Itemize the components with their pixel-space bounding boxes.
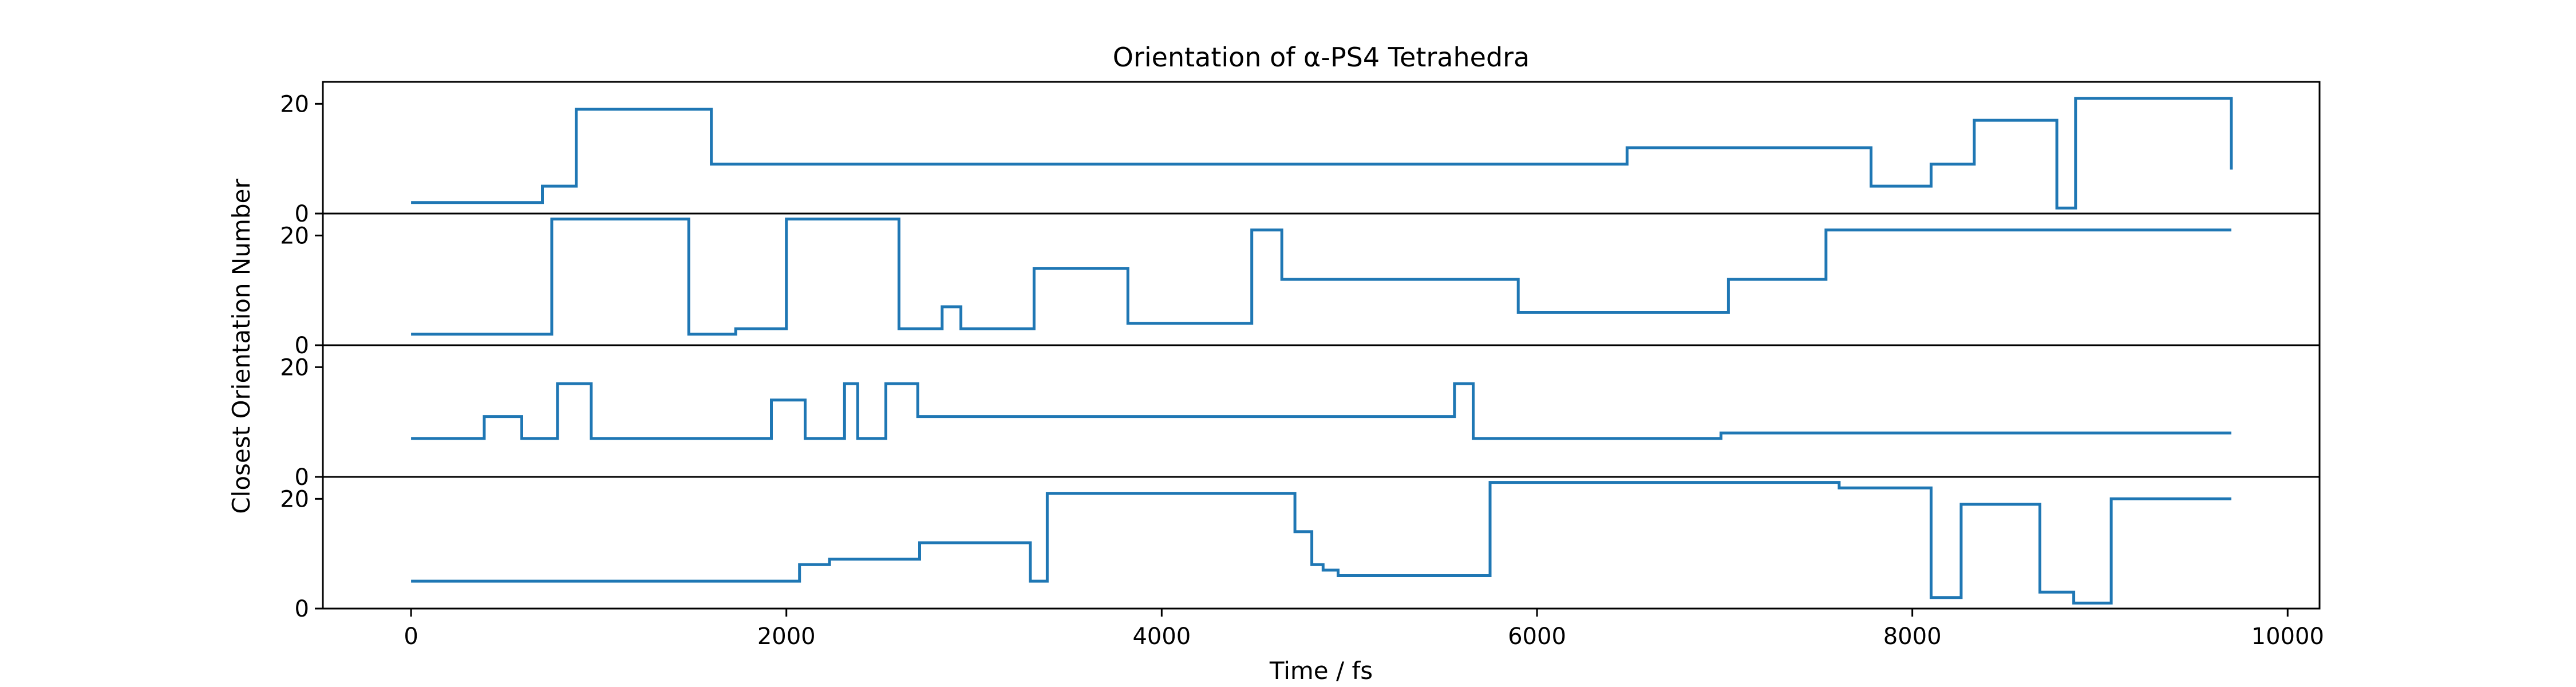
panel-4: 0 20 [280, 476, 2321, 622]
series-line-1 [411, 97, 2233, 210]
y-tick-label-3-0: 0 [295, 464, 309, 491]
panel-frame-1 [322, 81, 2321, 215]
y-tick-label-4-20: 20 [280, 486, 309, 512]
panel-frame-3 [322, 344, 2321, 478]
y-tick-label-2-0: 0 [295, 333, 309, 359]
y-axis-label: Closest Orientation Number [227, 179, 255, 514]
y-tick-label-4-0: 0 [295, 596, 309, 622]
x-tick-label-6000: 6000 [1508, 623, 1566, 650]
x-tick-label-2000: 2000 [757, 623, 816, 650]
y-tick-label-1-20: 20 [280, 91, 309, 117]
panel-2: 0 20 [280, 212, 2321, 359]
x-axis: 0 2000 4000 6000 8000 10000 [404, 609, 2324, 650]
x-tick-label-0: 0 [404, 623, 418, 650]
x-axis-label: Time / fs [1269, 657, 1373, 685]
y-tick-label-1-0: 0 [295, 201, 309, 227]
x-tick-label-10000: 10000 [2251, 623, 2324, 650]
x-tick-label-8000: 8000 [1883, 623, 1942, 650]
panel-frame-4 [322, 476, 2321, 610]
panel-3: 0 20 [280, 344, 2321, 491]
series-line-4 [411, 481, 2231, 605]
series-line-3 [411, 382, 2231, 440]
x-tick-label-4000: 4000 [1132, 623, 1191, 650]
series-line-2 [411, 218, 2231, 336]
y-tick-label-2-20: 20 [280, 223, 309, 249]
panel-1: 0 20 [280, 81, 2321, 227]
chart-title: Orientation of α-PS4 Tetrahedra [1113, 42, 1530, 73]
y-tick-label-3-20: 20 [280, 354, 309, 381]
